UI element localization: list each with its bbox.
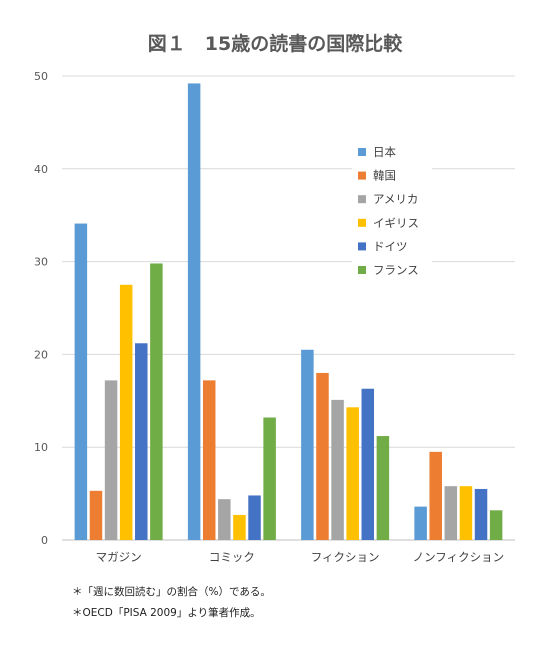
- bar-2-1: [187, 83, 201, 540]
- legend-swatch-4: [358, 218, 366, 227]
- bar-1-3: [104, 380, 118, 540]
- bar-2-2: [202, 380, 216, 540]
- legend-swatch-2: [358, 171, 366, 180]
- bar-2-5: [248, 495, 261, 540]
- legend-swatch-6: [358, 266, 366, 274]
- bar-4-6: [489, 510, 503, 540]
- legend-label-4: イギリス: [373, 216, 419, 230]
- legend-swatch-1: [358, 148, 366, 156]
- y-tick-label-20: 20: [34, 348, 48, 361]
- bar-3-2: [316, 372, 329, 540]
- bar-4-4: [459, 486, 473, 540]
- bar-2-4: [233, 514, 246, 540]
- x-tick-label-3: フィクション: [311, 550, 380, 564]
- legend-label-6: フランス: [373, 263, 419, 277]
- bar-3-6: [376, 436, 390, 540]
- bar-3-3: [331, 399, 344, 540]
- bar-4-5: [474, 488, 488, 540]
- bar-1-1: [74, 223, 88, 540]
- legend-swatch-3: [358, 195, 366, 204]
- legend-label-1: 日本: [373, 145, 396, 159]
- bar-1-4: [119, 284, 133, 540]
- bar-1-5: [135, 343, 148, 540]
- y-tick-label-40: 40: [34, 163, 48, 176]
- footnote-1: ＊「週に数回読む」の割合（%）である。: [72, 586, 271, 598]
- chart-title: 図１ 15歳の読書の国際比較: [148, 32, 403, 55]
- x-tick-label-2: コミック: [209, 550, 255, 564]
- legend-swatch-5: [358, 242, 366, 251]
- bar-4-1: [414, 506, 427, 540]
- y-tick-label-10: 10: [34, 441, 48, 454]
- x-tick-label-1: マガジン: [96, 550, 142, 564]
- bar-2-6: [263, 417, 276, 540]
- bar-3-4: [346, 407, 359, 540]
- bar-3-5: [361, 388, 375, 540]
- bar-4-3: [444, 486, 458, 540]
- legend-background: [352, 138, 432, 284]
- x-tick-label-4: ノンフィクション: [413, 550, 504, 564]
- legend-label-2: 韓国: [373, 169, 396, 183]
- bar-3-1: [301, 349, 314, 540]
- y-tick-label-50: 50: [34, 70, 48, 83]
- y-tick-label-30: 30: [34, 256, 48, 269]
- y-tick-label-0: 0: [41, 534, 48, 547]
- footnote-2: ＊OECD「PISA 2009」より筆者作成。: [72, 607, 261, 619]
- legend-label-5: ドイツ: [373, 239, 408, 253]
- bar-1-2: [89, 490, 103, 540]
- bar-1-6: [150, 263, 163, 540]
- bar-2-3: [218, 499, 231, 540]
- bar-4-2: [429, 451, 442, 540]
- legend-label-3: アメリカ: [373, 192, 418, 206]
